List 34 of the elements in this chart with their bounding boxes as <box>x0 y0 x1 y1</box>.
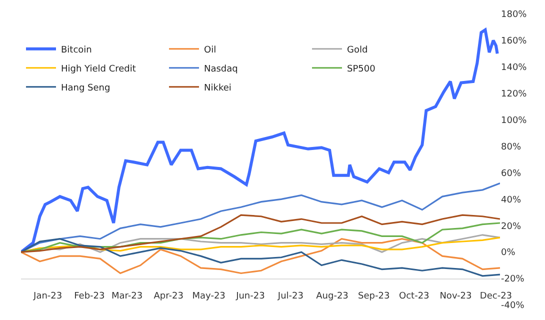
line-series <box>21 214 500 253</box>
line-series <box>21 28 499 254</box>
y-tick-label: 0% <box>501 248 516 258</box>
x-tick-label: Nov-23 <box>440 291 472 302</box>
y-tick-label: 20% <box>501 222 522 232</box>
y-tick-label: 100% <box>501 116 528 126</box>
x-tick-label: Jan-23 <box>32 291 62 302</box>
legend-label: Hang Seng <box>61 83 110 94</box>
x-tick-label: May-23 <box>192 291 226 302</box>
x-tick-label: Feb-23 <box>74 291 105 302</box>
y-tick-label: 60% <box>501 168 522 179</box>
y-tick-label: -20% <box>501 274 525 285</box>
y-tick-label: -40% <box>501 301 525 312</box>
y-tick-label: 40% <box>501 195 522 206</box>
legend-label: Nasdaq <box>204 64 238 74</box>
x-tick-label: Mar-23 <box>111 291 143 302</box>
legend-label: Oil <box>204 45 216 56</box>
legend-label: Gold <box>347 45 368 56</box>
x-tick-label: Jun-23 <box>235 291 265 302</box>
x-tick-label: Jul-23 <box>276 291 304 302</box>
x-tick-label: Apr-23 <box>154 291 184 302</box>
y-tick-label: 160% <box>501 36 528 47</box>
y-tick-label: 180% <box>501 10 528 20</box>
legend-label: SP500 <box>347 64 376 74</box>
legend-label: High Yield Credit <box>61 64 136 74</box>
y-tick-label: 120% <box>501 90 528 100</box>
x-tick-label: Oct-23 <box>398 291 430 302</box>
y-tick-label: 80% <box>501 142 522 152</box>
x-tick-label: Aug-23 <box>316 291 348 302</box>
legend-label: Nikkei <box>204 83 232 94</box>
x-tick-label: Dec-23 <box>480 291 512 302</box>
legend-label: Bitcoin <box>61 45 92 56</box>
y-tick-label: 140% <box>501 63 528 74</box>
x-tick-label: Sep-23 <box>358 291 390 302</box>
